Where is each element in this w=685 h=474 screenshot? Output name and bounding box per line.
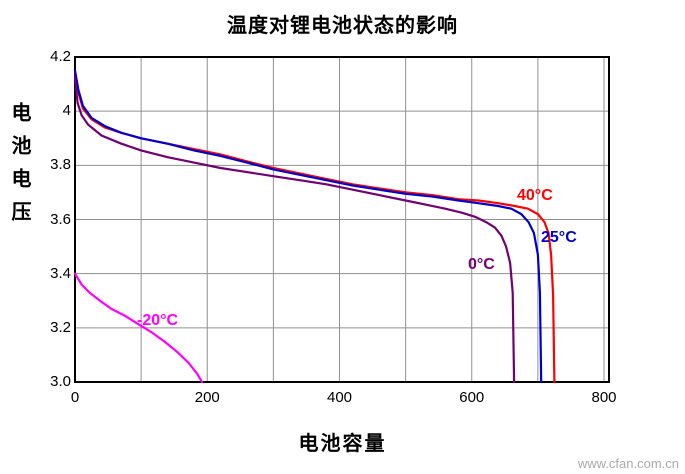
series-label-40c: 40°C: [517, 187, 553, 204]
x-tick-label: 600: [459, 389, 485, 406]
x-axis-title: 电池容量: [298, 433, 387, 455]
series-curve-2: [73, 77, 516, 384]
y-tick-label: 3.6: [50, 210, 71, 228]
y-tick-label: 4: [62, 102, 71, 120]
series-label-minus20c: -20°C: [137, 312, 179, 329]
y-tick-label: 3.2: [50, 318, 71, 336]
plot-border: [74, 56, 610, 383]
series-curve-3: [73, 272, 204, 384]
x-tick-label: 400: [326, 389, 353, 406]
x-tick-label: 800: [591, 389, 617, 406]
series-label-25c: 25°C: [541, 229, 577, 246]
y-tick-label: 4.2: [50, 48, 71, 65]
chart-title: 温度对锂电池状态的影响: [227, 15, 458, 37]
y-axis-title: 电池电压: [8, 102, 30, 234]
watermark-text: www.cfan.com.cn: [577, 456, 679, 471]
y-tick-label: 3.0: [50, 373, 71, 390]
series-curve-0: [73, 72, 556, 384]
x-tick-label: 200: [194, 389, 220, 406]
series-label-0c: 0°C: [468, 256, 495, 273]
y-tick-label: 3.8: [50, 156, 71, 174]
series-curve-1: [73, 69, 543, 384]
y-tick-label: 3.4: [50, 264, 71, 282]
x-tick-label: 0: [70, 389, 80, 406]
